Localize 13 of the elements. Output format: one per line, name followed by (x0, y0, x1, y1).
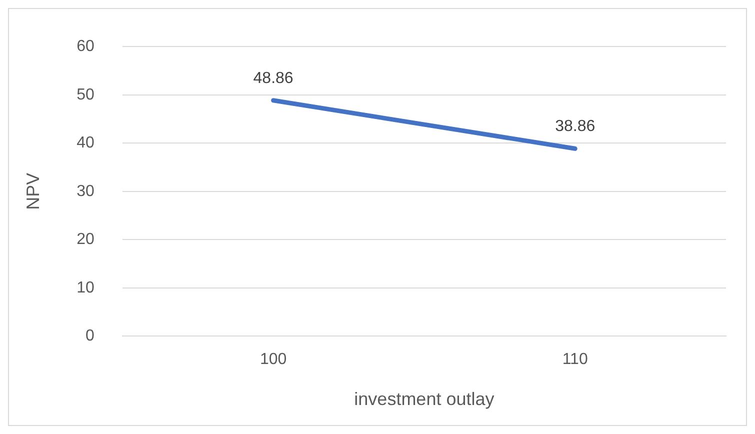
y-tick-label: 20 (76, 231, 94, 248)
x-tick-label: 110 (562, 351, 588, 368)
y-tick-label: 60 (76, 38, 94, 56)
y-tick-label: 40 (76, 134, 94, 152)
data-label: 38.86 (555, 118, 596, 136)
x-axis-title: investment outlay (354, 389, 494, 410)
y-tick-label: 10 (76, 279, 94, 296)
y-axis-title: NPV (22, 172, 43, 210)
x-tick-label: 100 (260, 351, 287, 368)
y-tick-label: 30 (76, 182, 94, 200)
data-label: 48.86 (253, 70, 294, 87)
y-tick-label: 0 (85, 328, 94, 345)
y-tick-label: 50 (76, 86, 94, 104)
